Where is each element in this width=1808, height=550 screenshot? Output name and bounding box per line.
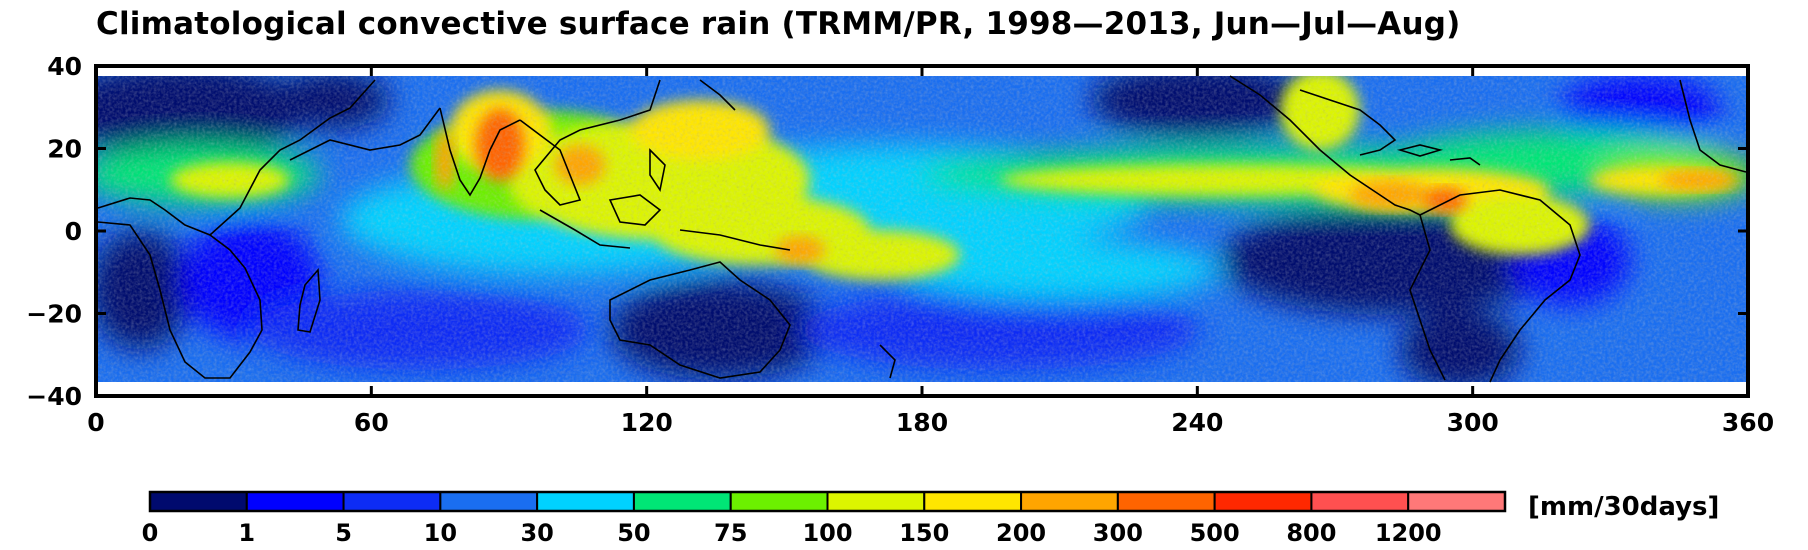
colorbar-level-label: 500	[1190, 519, 1240, 547]
colorbar-swatch	[1116, 491, 1216, 512]
y-tick-label: 0	[65, 217, 82, 246]
colorbar-swatch	[536, 491, 635, 512]
colorbar-swatch	[439, 491, 539, 512]
y-tick-label: −40	[26, 382, 82, 411]
colorbar-frame	[148, 490, 1507, 513]
x-tick-label: 180	[896, 408, 948, 437]
x-tick-label: 120	[621, 408, 673, 437]
colorbar-level-label: 10	[424, 519, 457, 547]
colorbar-swatch	[729, 491, 829, 512]
colorbar-level-label: 150	[899, 519, 949, 547]
y-tick-label: 20	[47, 135, 82, 164]
colorbar: 0 1 5 10 30 50 75 100 150 200 300 500 800 1200	[142, 490, 1507, 547]
colorbar-level-label: 1	[238, 519, 255, 547]
x-tick-label: 0	[87, 408, 104, 437]
colorbar-level-label: 30	[520, 519, 553, 547]
x-tick-label: 240	[1171, 408, 1223, 437]
colorbar-level-label: 300	[1093, 519, 1143, 547]
map-title: Climatological convective surface rain (…	[96, 6, 1461, 42]
colorbar-swatch	[632, 491, 732, 512]
colorbar-swatch	[149, 491, 248, 512]
x-tick-label: 60	[354, 408, 389, 437]
colorbar-level-label: 75	[714, 519, 747, 547]
y-tick-label: 40	[47, 52, 82, 81]
colorbar-level-label: 50	[617, 519, 650, 547]
colorbar-swatch	[342, 491, 442, 512]
rainfall-field	[98, 76, 1746, 382]
colorbar-level-label: 0	[142, 519, 159, 547]
colorbar-swatch	[826, 491, 926, 512]
colorbar-level-label: 1200	[1375, 519, 1442, 547]
colorbar-level-label: 800	[1286, 519, 1336, 547]
x-tick-label: 300	[1447, 408, 1499, 437]
colorbar-swatch	[923, 491, 1023, 512]
y-axis: 40 20 0 −20 −40	[26, 52, 1748, 411]
y-tick-label: −20	[26, 300, 82, 329]
colorbar-swatch	[1213, 491, 1313, 512]
colorbar-swatch	[1310, 491, 1410, 512]
coastlines	[97, 75, 1747, 383]
colorbar-swatch	[245, 491, 345, 512]
colorbar-units: [mm/30days]	[1528, 492, 1720, 522]
colorbar-swatch	[1020, 491, 1119, 512]
x-tick-label: 360	[1722, 408, 1774, 437]
colorbar-swatch	[1407, 491, 1506, 512]
x-axis: 0 60 120 180 240 300 360	[87, 66, 1774, 437]
colorbar-level-label: 200	[996, 519, 1046, 547]
colorbar-level-label: 100	[802, 519, 852, 547]
colorbar-level-label: 5	[335, 519, 352, 547]
